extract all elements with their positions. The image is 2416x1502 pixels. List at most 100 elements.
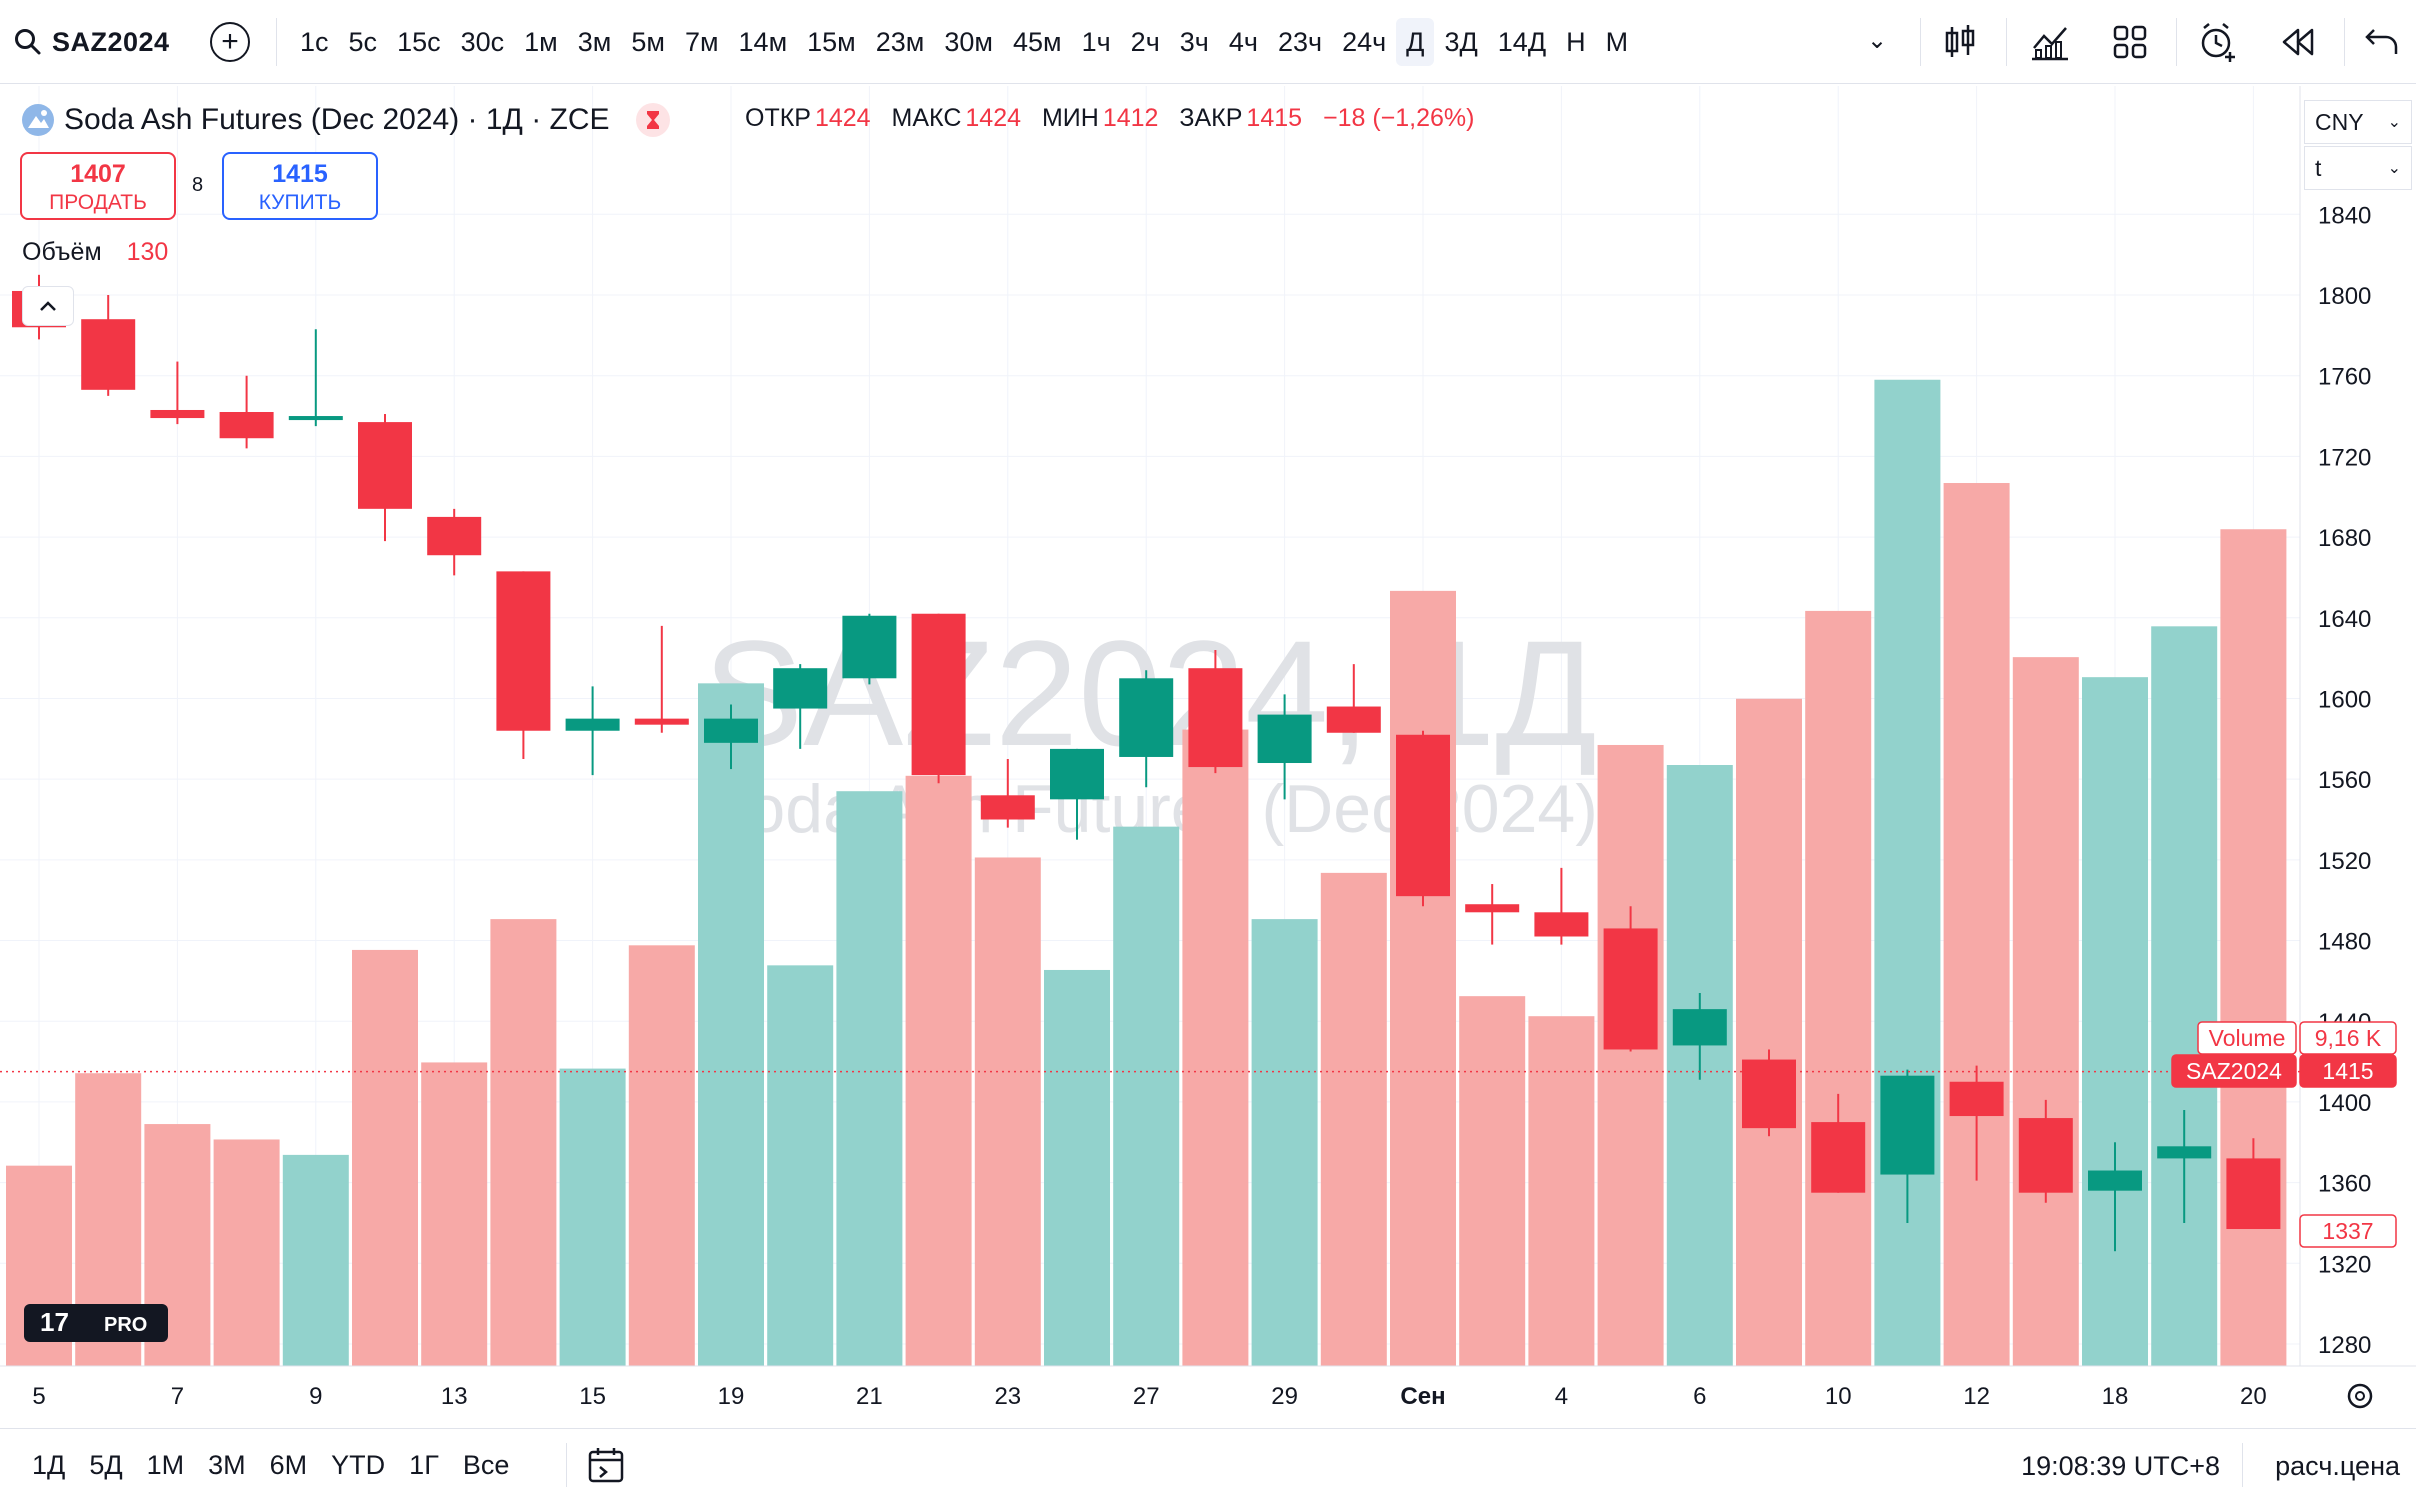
interval-13[interactable]: 1ч (1081, 27, 1111, 57)
chevron-down-icon[interactable]: ⌄ (1866, 27, 1888, 54)
candle-body[interactable] (496, 571, 551, 731)
interval-3[interactable]: 30с (460, 27, 505, 57)
chevron-up-icon (40, 301, 56, 311)
collapse-legend-button[interactable] (22, 286, 74, 326)
clock-timezone[interactable]: 19:08:39 UTC+8 (2021, 1451, 2220, 1481)
volume-bar (421, 1062, 488, 1366)
candles-icon[interactable] (1940, 22, 1980, 62)
range-1[interactable]: 5Д (89, 1449, 123, 1480)
candle-body[interactable] (980, 795, 1035, 820)
candle-body[interactable] (1603, 928, 1658, 1050)
volume-legend[interactable]: Объём 130 (22, 238, 168, 267)
interval-list: 1с 5с 15с 30с 1м 3м 5м 7м 14м 15м 23м 30м 45м 1ч 2ч 3ч 4… (290, 18, 1638, 66)
candle-body[interactable] (1534, 912, 1589, 937)
interval-22[interactable]: Н (1566, 27, 1586, 57)
candle-body[interactable] (773, 668, 828, 709)
high-label: МАКС (891, 104, 962, 132)
range-2[interactable]: 1М (146, 1449, 185, 1480)
divider (276, 18, 277, 66)
interval-9[interactable]: 15м (807, 27, 856, 57)
candle-body[interactable] (1119, 678, 1174, 757)
price-type-toggle[interactable]: расч.цена (2275, 1451, 2400, 1481)
legend-title[interactable]: Soda Ash Futures (Dec 2024) · 1Д · ZCE (64, 103, 610, 136)
candle-body[interactable] (288, 416, 343, 421)
interval-0[interactable]: 1с (300, 27, 329, 57)
sell-button[interactable]: 1407 ПРОДАТЬ (20, 152, 176, 220)
price-tick-label: 1840 (2318, 202, 2371, 229)
interval-5[interactable]: 3м (577, 27, 612, 57)
interval-23[interactable]: М (1605, 27, 1629, 57)
interval-4[interactable]: 1м (524, 27, 558, 57)
candle-body[interactable] (1742, 1059, 1796, 1129)
range-4[interactable]: 6М (269, 1449, 308, 1480)
candle-body[interactable] (1811, 1122, 1866, 1193)
candle-body[interactable] (842, 615, 897, 679)
candle-body[interactable] (2157, 1146, 2212, 1159)
candle-body[interactable] (1672, 1009, 1727, 1046)
candle-body[interactable] (427, 516, 482, 556)
symbol-search[interactable]: SAZ2024 (14, 18, 190, 66)
candle-body[interactable] (1326, 706, 1381, 733)
range-3[interactable]: 3М (208, 1449, 246, 1480)
tradingview-logo[interactable] (24, 1304, 168, 1342)
candle-body[interactable] (704, 718, 758, 743)
interval-10[interactable]: 23м (875, 27, 925, 57)
candle-body[interactable] (1396, 734, 1450, 897)
interval-12[interactable]: 45м (1012, 27, 1062, 57)
candle-body[interactable] (1880, 1075, 1935, 1175)
replay-icon[interactable] (2278, 22, 2318, 62)
candle-body[interactable] (1257, 714, 1312, 764)
range-5[interactable]: YTD (331, 1449, 386, 1480)
range-7[interactable]: Все (462, 1449, 510, 1480)
currency-select[interactable]: CNY ⌄ (2304, 100, 2412, 144)
interval-6[interactable]: 5м (631, 27, 665, 57)
layout-grid-icon[interactable] (2110, 22, 2150, 62)
candle-body[interactable] (358, 422, 412, 509)
interval-1[interactable]: 5с (348, 27, 378, 57)
interval-20[interactable]: 3Д (1444, 27, 1478, 57)
top-toolbar: SAZ2024 + 1с 5с 15с 30с 1м 3м 5м 7м 14м 15м 23м 30м… (0, 0, 2416, 84)
add-symbol-icon[interactable]: + (210, 22, 250, 62)
goto-date-calendar-icon[interactable] (586, 1445, 626, 1485)
interval-15[interactable]: 3ч (1179, 27, 1209, 57)
interval-17[interactable]: 23ч (1277, 27, 1323, 57)
unit-select[interactable]: t ⌄ (2304, 146, 2412, 190)
candle-body[interactable] (565, 718, 620, 731)
candle-body[interactable] (1465, 904, 1520, 913)
candle-body[interactable] (1949, 1081, 2004, 1117)
interval-7[interactable]: 7м (684, 27, 719, 57)
scale-settings-gear-icon[interactable] (2347, 1383, 2373, 1409)
interval-19[interactable]: Д (1396, 18, 1435, 66)
interval-21[interactable]: 14Д (1497, 27, 1547, 57)
range-6[interactable]: 1Г (409, 1449, 439, 1480)
interval-2[interactable]: 15с (397, 27, 441, 57)
price-tick-label: 1680 (2318, 525, 2371, 552)
candle-body[interactable] (150, 409, 205, 419)
candle-body[interactable] (634, 718, 689, 725)
candle-body[interactable] (1050, 748, 1104, 800)
divider (566, 1443, 567, 1487)
candle-body[interactable] (2018, 1118, 2073, 1193)
range-0[interactable]: 1Д (32, 1449, 66, 1480)
candle-body[interactable] (911, 613, 966, 776)
interval-14[interactable]: 2ч (1130, 27, 1160, 57)
candle-body[interactable] (2088, 1170, 2142, 1191)
candle-body[interactable] (2226, 1158, 2281, 1230)
current-candle-close-tag-bg (2299, 1214, 2397, 1248)
market-closed-hourglass-icon[interactable] (635, 103, 670, 137)
interval-16[interactable]: 4ч (1228, 27, 1258, 57)
indicators-icon[interactable] (2030, 22, 2070, 62)
interval-18[interactable]: 24ч (1342, 27, 1387, 57)
interval-11[interactable]: 30м (944, 27, 993, 57)
candle-body[interactable] (1188, 668, 1243, 768)
alert-clock-icon[interactable] (2198, 22, 2238, 62)
interval-8[interactable]: 14м (738, 27, 788, 57)
time-tick-label: Сен (1400, 1383, 1445, 1410)
buy-button[interactable]: 1415 КУПИТЬ (222, 152, 378, 220)
chevron-down-icon: ⌄ (2387, 114, 2401, 131)
volume-label: Объём (22, 238, 102, 266)
candle-body[interactable] (219, 412, 274, 439)
undo-icon[interactable] (2362, 22, 2402, 62)
candle-body[interactable] (81, 319, 136, 390)
